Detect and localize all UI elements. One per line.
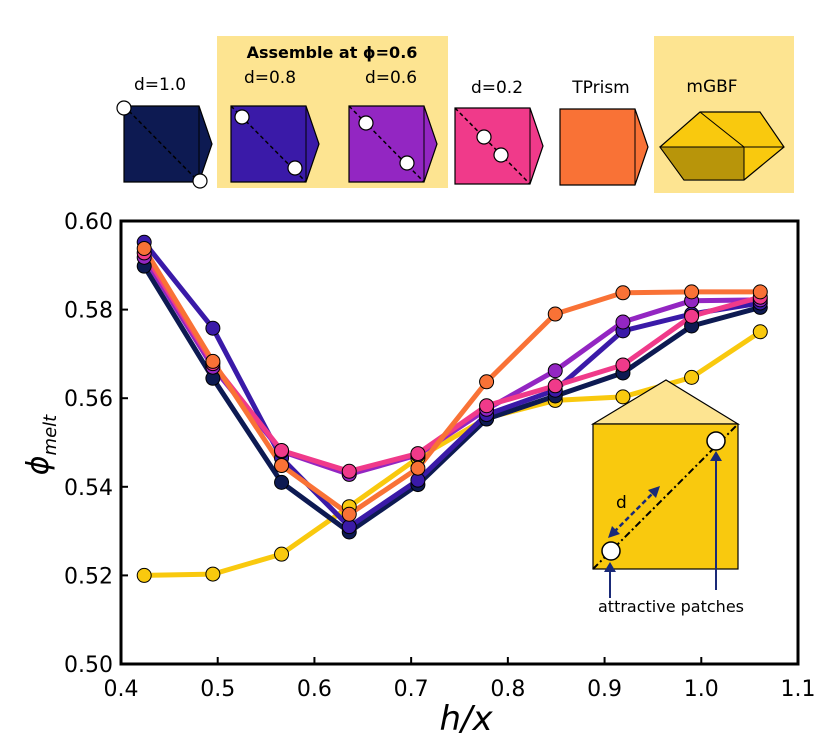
- data-point-tprism: [205, 353, 221, 369]
- data-point-tprism: [684, 284, 700, 300]
- prism-icon-d06: [348, 105, 438, 183]
- inset-d-label: d: [616, 493, 627, 513]
- data-point-mgbf: [752, 324, 768, 340]
- y-tick-label: 0.60: [64, 210, 113, 235]
- x-tick-label: 1.1: [781, 677, 816, 702]
- series-line-d-1-0: [142, 264, 761, 535]
- data-point-tprism: [547, 306, 563, 322]
- patch-inset: d attractive patches: [590, 379, 744, 616]
- x-tick-label: 0.9: [587, 677, 622, 702]
- prism-icon-d02: [454, 107, 544, 185]
- x-axis-label: h/x: [439, 699, 493, 739]
- prism-icon-tprism: [559, 108, 649, 186]
- series-line-d-0-8: [142, 240, 761, 530]
- data-point-mgbf: [615, 389, 631, 405]
- data-point-d-0-2: [615, 357, 631, 373]
- assemble-label: Assemble at ϕ=0.6: [247, 43, 418, 62]
- data-point-tprism: [341, 506, 357, 522]
- y-tick-label: 0.56: [64, 387, 113, 412]
- series-points: [136, 234, 768, 583]
- y-tick-label: 0.52: [64, 564, 113, 589]
- svg-text:ϕmelt: ϕmelt: [21, 414, 61, 475]
- mgbf-shape-icon: [659, 111, 785, 181]
- y-tick-label: 0.54: [64, 476, 113, 501]
- data-point-d-0-2: [684, 308, 700, 324]
- axis-ticks: 0.4 0.5 0.6 0.7 0.8 0.9 1.0 1.1 0.50 0.52 0.54 0.56…: [64, 210, 815, 702]
- data-point-d-0-2: [274, 442, 290, 458]
- inset-patch-lower: [601, 541, 621, 561]
- prism-icon-d10: [116, 100, 213, 189]
- data-point-d-0-8: [341, 519, 357, 535]
- data-point-mgbf: [205, 566, 221, 582]
- y-axis-label-sub: melt: [40, 414, 61, 456]
- data-point-tprism: [752, 284, 768, 300]
- x-tick-label: 0.8: [490, 677, 525, 702]
- data-point-mgbf: [136, 567, 152, 583]
- inset-patch-upper: [706, 431, 726, 451]
- data-point-tprism: [615, 285, 631, 301]
- prism-icon-d08: [230, 105, 320, 183]
- legend-label-d06: d=0.6: [365, 68, 417, 88]
- data-point-tprism: [410, 460, 426, 476]
- x-tick-label: 0.7: [394, 677, 429, 702]
- y-axis-label-main: ϕ: [21, 455, 56, 475]
- data-point-d-0-2: [341, 463, 357, 479]
- inset-patch-label: attractive patches: [598, 597, 744, 616]
- d-arrow-icon: [608, 486, 660, 538]
- data-point-d-0-6: [615, 314, 631, 330]
- data-point-tprism: [479, 374, 495, 390]
- y-tick-label: 0.50: [64, 653, 113, 678]
- legend-label-d02: d=0.2: [471, 78, 523, 98]
- x-tick-label: 1.0: [684, 677, 719, 702]
- x-tick-label: 0.6: [297, 677, 332, 702]
- legend-label-tprism: TPrism: [571, 78, 629, 98]
- legend-label-d10: d=1.0: [134, 75, 186, 95]
- y-axis-label: ϕmelt: [21, 414, 61, 475]
- legend-label-d08: d=0.8: [244, 68, 296, 88]
- data-point-d-0-2: [410, 446, 426, 462]
- y-tick-label: 0.58: [64, 299, 113, 324]
- melting-chart: 0.4 0.5 0.6 0.7 0.8 0.9 1.0 1.1 0.50 0.52 0.54 0.56…: [21, 210, 816, 739]
- data-point-d-0-8: [205, 320, 221, 336]
- data-point-mgbf: [274, 546, 290, 562]
- shape-legend: Assemble at ϕ=0.6 d=1.0 d=0.8 d=0.6 d=0.…: [116, 36, 794, 193]
- x-tick-label: 0.4: [104, 677, 139, 702]
- data-point-d-0-2: [479, 398, 495, 414]
- data-point-tprism: [274, 458, 290, 474]
- series-lines: [142, 240, 762, 578]
- series-line-d-0-2: [142, 251, 761, 474]
- data-point-d-0-2: [547, 378, 563, 394]
- data-point-d-1-0: [274, 474, 290, 490]
- legend-label-mgbf: mGBF: [686, 77, 737, 97]
- patch-arrows: [604, 451, 722, 598]
- data-point-mgbf: [684, 369, 700, 385]
- series-line-tprism: [142, 247, 761, 517]
- x-tick-label: 0.5: [200, 677, 235, 702]
- data-point-tprism: [136, 240, 152, 256]
- data-point-d-0-6: [547, 363, 563, 379]
